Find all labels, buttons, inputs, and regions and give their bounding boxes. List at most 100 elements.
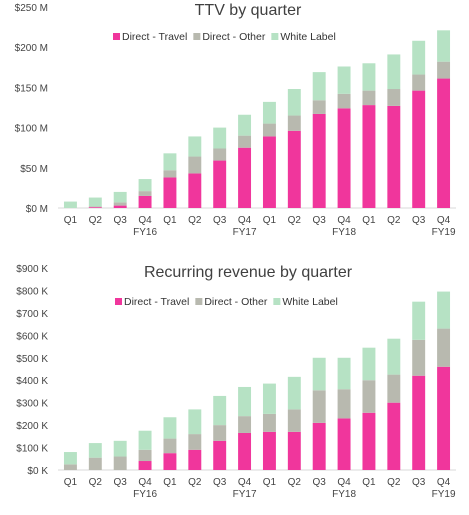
- x-tick-label: Q3: [114, 477, 128, 488]
- bar-segment-direct-other: [138, 449, 152, 462]
- bar-segment-white-label: [163, 417, 177, 439]
- x-tick-label: Q4: [238, 215, 252, 226]
- x-tick-label: Q4: [238, 477, 252, 488]
- y-tick-label: $500 K: [16, 354, 48, 365]
- bar-segment-white-label: [362, 347, 376, 381]
- bar-segment-direct-travel: [387, 402, 401, 470]
- bar-segment-direct-other: [113, 202, 127, 206]
- bar-segment-white-label: [188, 136, 202, 157]
- bar-segment-direct-other: [188, 434, 202, 450]
- bar-segment-white-label: [113, 440, 127, 457]
- bar-segment-white-label: [138, 179, 152, 192]
- x-tick-label: Q2: [188, 215, 202, 226]
- bar-segment-direct-travel: [337, 418, 351, 470]
- legend-swatch: [193, 33, 201, 40]
- recurring-revenue-chart: $0 K $100 K $200 K $300 K $400 K $500 K $600 K…: [16, 264, 456, 500]
- bar-segment-direct-travel: [163, 453, 177, 470]
- bar-segment-direct-travel: [113, 205, 127, 208]
- bar-segment-direct-other: [387, 89, 401, 106]
- x-tick-label: Q2: [89, 477, 103, 488]
- x-tick-label: Q4: [138, 477, 152, 488]
- bar-segment-direct-other: [337, 389, 351, 419]
- bar-segment-direct-other: [312, 390, 326, 423]
- legend-label: Direct - Other: [204, 296, 268, 308]
- bar-segment-direct-other: [412, 74, 426, 91]
- bar-segment-white-label: [88, 443, 102, 458]
- bar-segment-direct-other: [362, 380, 376, 413]
- bar-segment-white-label: [262, 383, 276, 414]
- bar-segment-white-label: [362, 63, 376, 91]
- bar-segment-direct-other: [337, 93, 351, 109]
- bar-segment-direct-other: [213, 148, 227, 161]
- bar-segment-direct-other: [238, 135, 252, 148]
- bar-segment-white-label: [238, 386, 252, 417]
- fiscal-year-label: FY18: [332, 227, 356, 238]
- bar-segment-white-label: [63, 201, 77, 208]
- bar-segment-white-label: [437, 30, 451, 62]
- bar-segment-direct-other: [287, 115, 301, 131]
- bar-segment-white-label: [63, 452, 77, 465]
- x-tick-label: Q1: [64, 215, 78, 226]
- bar-segment-direct-travel: [213, 440, 227, 470]
- bar-segment-direct-travel: [262, 136, 276, 208]
- bar-segment-direct-travel: [437, 366, 451, 470]
- x-tick-label: Q3: [213, 215, 227, 226]
- bar-segment-white-label: [113, 191, 127, 203]
- y-tick-label: $400 K: [16, 376, 48, 387]
- legend-swatch: [195, 298, 203, 305]
- bar-segment-direct-other: [262, 123, 276, 137]
- bar-segment-direct-travel: [188, 449, 202, 470]
- x-tick-label: Q4: [437, 215, 451, 226]
- x-tick-label: Q3: [412, 477, 426, 488]
- x-tick-label: Q2: [188, 477, 202, 488]
- x-tick-label: Q2: [288, 215, 302, 226]
- x-tick-label: Q4: [337, 215, 351, 226]
- bar-segment-white-label: [287, 89, 301, 116]
- bar-segment-white-label: [337, 66, 351, 94]
- bar-segment-direct-other: [362, 90, 376, 106]
- y-tick-label: $100 K: [16, 444, 48, 455]
- bar-segment-direct-travel: [437, 78, 451, 208]
- bar-segment-white-label: [437, 291, 451, 329]
- y-tick-label: $800 K: [16, 286, 48, 297]
- fiscal-year-label: FY16: [133, 227, 157, 238]
- bar-segment-white-label: [88, 197, 102, 207]
- x-tick-label: Q3: [313, 215, 327, 226]
- x-tick-label: Q1: [163, 215, 177, 226]
- y-tick-label: $0 M: [26, 204, 48, 215]
- bar-segment-white-label: [387, 338, 401, 375]
- y-tick-label: $200 K: [16, 421, 48, 432]
- bar-segment-direct-travel: [238, 432, 252, 470]
- bar-segment-direct-travel: [287, 130, 301, 208]
- x-tick-label: Q1: [64, 477, 78, 488]
- legend-swatch: [273, 298, 281, 305]
- fiscal-year-label: FY17: [233, 489, 257, 500]
- bar-segment-direct-other: [88, 206, 102, 208]
- bar-segment-white-label: [262, 101, 276, 124]
- bar-segment-direct-travel: [188, 173, 202, 208]
- fiscal-year-label: FY18: [332, 489, 356, 500]
- legend-swatch: [115, 298, 122, 305]
- bar-segment-direct-travel: [287, 431, 301, 470]
- y-tick-label: $0 K: [27, 466, 48, 477]
- bar-segment-direct-other: [63, 464, 77, 470]
- bar-segment-direct-travel: [138, 461, 152, 470]
- y-tick-label: $300 K: [16, 399, 48, 410]
- x-tick-label: Q1: [263, 215, 277, 226]
- chart-title: Recurring revenue by quarter: [144, 264, 353, 281]
- legend-swatch: [271, 33, 279, 40]
- x-tick-label: Q3: [213, 477, 227, 488]
- x-tick-label: Q3: [114, 215, 128, 226]
- bar-segment-direct-other: [88, 457, 102, 470]
- bar-segment-direct-other: [437, 328, 451, 367]
- bar-segment-white-label: [387, 54, 401, 90]
- y-tick-label: $150 M: [15, 83, 48, 94]
- x-tick-label: Q1: [263, 477, 277, 488]
- legend-label: White Label: [282, 296, 337, 308]
- x-tick-label: Q1: [362, 215, 376, 226]
- bar-segment-direct-travel: [387, 105, 401, 208]
- legend-label: Direct - Travel: [124, 296, 189, 308]
- x-tick-label: Q3: [412, 215, 426, 226]
- bar-segment-direct-other: [163, 438, 177, 454]
- bar-segment-direct-other: [138, 191, 152, 196]
